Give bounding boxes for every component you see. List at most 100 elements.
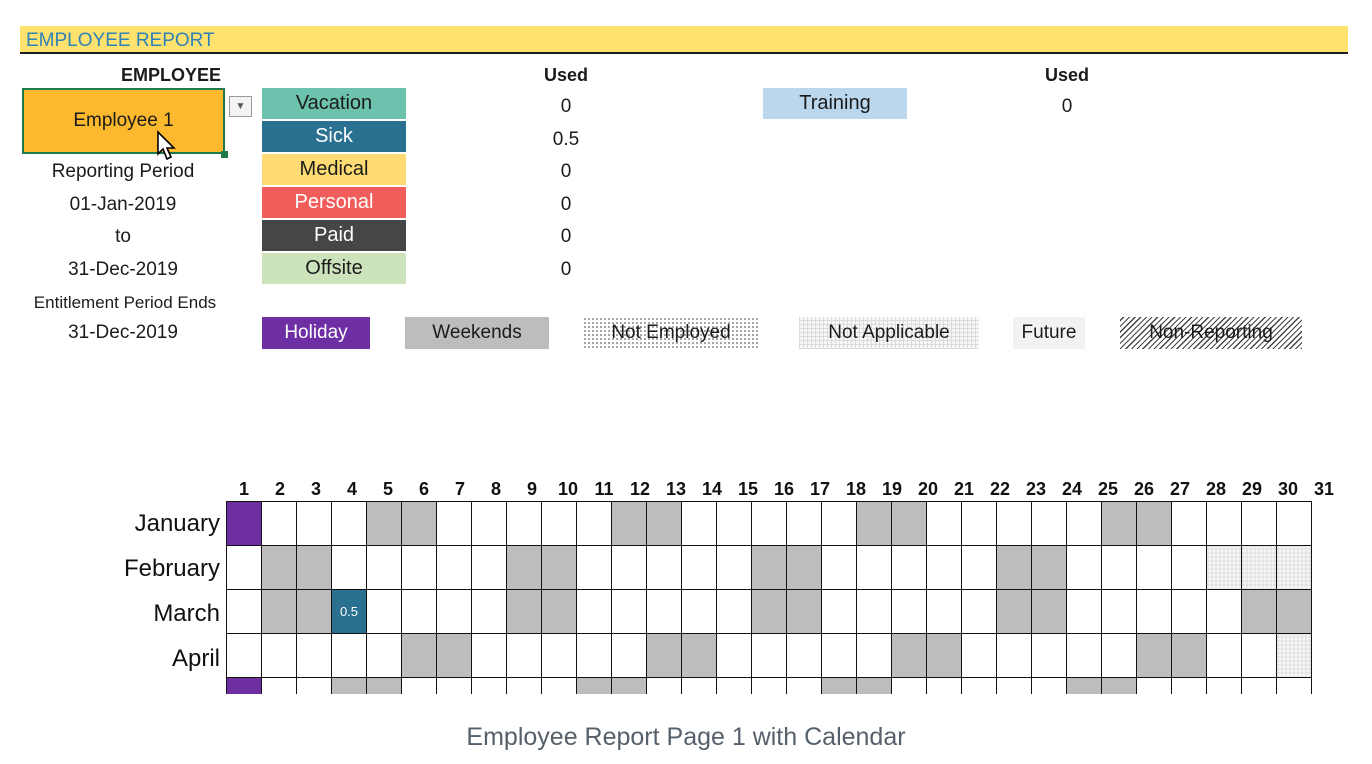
- calendar-day-cell[interactable]: [961, 633, 997, 678]
- calendar-day-cell[interactable]: [1241, 677, 1277, 694]
- calendar-day-cell[interactable]: [1241, 501, 1277, 546]
- calendar-day-cell[interactable]: [1066, 501, 1102, 546]
- calendar-day-cell[interactable]: [926, 589, 962, 634]
- calendar-day-cell[interactable]: [681, 589, 717, 634]
- calendar-day-cell[interactable]: [506, 589, 542, 634]
- calendar-day-cell[interactable]: [436, 589, 472, 634]
- calendar-day-cell[interactable]: [1206, 589, 1242, 634]
- calendar-day-cell[interactable]: [1031, 633, 1067, 678]
- calendar-day-cell[interactable]: [646, 633, 682, 678]
- calendar-day-cell[interactable]: [1101, 633, 1137, 678]
- calendar-day-cell[interactable]: [926, 545, 962, 590]
- calendar-day-cell[interactable]: [1066, 677, 1102, 694]
- calendar-day-cell[interactable]: [471, 501, 507, 546]
- calendar-day-cell[interactable]: [961, 677, 997, 694]
- calendar-day-cell[interactable]: [541, 633, 577, 678]
- calendar-day-cell[interactable]: [1171, 633, 1207, 678]
- calendar-day-cell[interactable]: [1101, 545, 1137, 590]
- calendar-day-cell[interactable]: [261, 545, 297, 590]
- calendar-day-cell[interactable]: [681, 545, 717, 590]
- calendar-day-cell[interactable]: [436, 545, 472, 590]
- calendar-day-cell[interactable]: [331, 545, 367, 590]
- calendar-day-cell[interactable]: [751, 545, 787, 590]
- calendar-day-cell[interactable]: [436, 501, 472, 546]
- calendar-day-cell[interactable]: [331, 501, 367, 546]
- calendar-day-cell[interactable]: [611, 501, 647, 546]
- calendar-day-cell[interactable]: [1031, 589, 1067, 634]
- calendar-day-cell[interactable]: [926, 633, 962, 678]
- calendar-day-cell[interactable]: [1276, 501, 1312, 546]
- calendar-day-cell[interactable]: [611, 589, 647, 634]
- calendar-day-cell[interactable]: [751, 501, 787, 546]
- calendar-day-cell[interactable]: [401, 677, 437, 694]
- calendar-day-cell[interactable]: [646, 677, 682, 694]
- calendar-day-cell[interactable]: [331, 633, 367, 678]
- calendar-day-cell[interactable]: [436, 633, 472, 678]
- calendar-day-cell[interactable]: [1066, 545, 1102, 590]
- calendar-day-cell[interactable]: [821, 545, 857, 590]
- calendar-day-cell[interactable]: [856, 677, 892, 694]
- calendar-day-cell[interactable]: [296, 545, 332, 590]
- calendar-day-cell[interactable]: [996, 633, 1032, 678]
- calendar-day-cell[interactable]: [261, 501, 297, 546]
- calendar-day-cell[interactable]: [786, 589, 822, 634]
- calendar-day-cell[interactable]: [1136, 589, 1172, 634]
- calendar-day-cell[interactable]: [1136, 501, 1172, 546]
- calendar-day-cell[interactable]: [226, 677, 262, 694]
- calendar-day-cell[interactable]: [1171, 501, 1207, 546]
- calendar-day-cell[interactable]: [366, 633, 402, 678]
- calendar-day-cell[interactable]: [611, 677, 647, 694]
- calendar-day-cell[interactable]: [891, 501, 927, 546]
- calendar-day-cell[interactable]: [366, 501, 402, 546]
- calendar-day-cell[interactable]: [751, 589, 787, 634]
- calendar-day-cell[interactable]: [786, 633, 822, 678]
- cell-fill-handle[interactable]: [221, 151, 228, 158]
- calendar-day-cell[interactable]: [471, 545, 507, 590]
- calendar-day-cell[interactable]: [366, 545, 402, 590]
- calendar-day-cell[interactable]: [1031, 677, 1067, 694]
- calendar-day-cell[interactable]: [1171, 677, 1207, 694]
- calendar-day-cell[interactable]: [786, 545, 822, 590]
- calendar-day-cell[interactable]: [961, 589, 997, 634]
- calendar-day-cell[interactable]: [716, 633, 752, 678]
- calendar-day-cell[interactable]: [576, 677, 612, 694]
- calendar-day-cell[interactable]: [1171, 589, 1207, 634]
- calendar-day-cell[interactable]: [1066, 633, 1102, 678]
- calendar-day-cell[interactable]: [1276, 677, 1312, 694]
- employee-select-cell[interactable]: Employee 1: [22, 88, 225, 154]
- calendar-day-cell[interactable]: [296, 501, 332, 546]
- calendar-day-cell[interactable]: [261, 589, 297, 634]
- calendar-day-cell[interactable]: [961, 545, 997, 590]
- calendar-day-cell[interactable]: [821, 501, 857, 546]
- calendar-day-cell[interactable]: [996, 501, 1032, 546]
- calendar-day-cell[interactable]: [716, 677, 752, 694]
- calendar-day-cell[interactable]: [926, 677, 962, 694]
- calendar-day-cell[interactable]: [1276, 589, 1312, 634]
- calendar-day-cell[interactable]: [1241, 589, 1277, 634]
- calendar-day-cell[interactable]: [1031, 545, 1067, 590]
- calendar-day-cell[interactable]: [401, 501, 437, 546]
- calendar-day-cell[interactable]: [1101, 677, 1137, 694]
- calendar-day-cell[interactable]: [751, 677, 787, 694]
- calendar-day-cell[interactable]: [996, 545, 1032, 590]
- calendar-day-cell[interactable]: [891, 677, 927, 694]
- employee-dropdown-button[interactable]: ▼: [229, 96, 252, 117]
- calendar-day-cell[interactable]: [576, 589, 612, 634]
- calendar-day-cell[interactable]: [1276, 633, 1312, 678]
- calendar-day-cell[interactable]: [856, 589, 892, 634]
- calendar-day-cell[interactable]: [506, 545, 542, 590]
- calendar-day-cell[interactable]: [541, 545, 577, 590]
- calendar-day-cell[interactable]: [926, 501, 962, 546]
- calendar-day-cell[interactable]: [436, 677, 472, 694]
- calendar-day-cell[interactable]: [716, 501, 752, 546]
- calendar-day-cell[interactable]: [226, 501, 262, 546]
- calendar-day-cell[interactable]: [1101, 501, 1137, 546]
- calendar-day-cell[interactable]: [576, 501, 612, 546]
- calendar-day-cell[interactable]: [401, 589, 437, 634]
- calendar-day-cell[interactable]: [1136, 633, 1172, 678]
- calendar-day-cell[interactable]: [1206, 633, 1242, 678]
- calendar-day-cell[interactable]: [856, 633, 892, 678]
- calendar-day-cell[interactable]: [506, 501, 542, 546]
- calendar-day-cell[interactable]: [296, 677, 332, 694]
- calendar-day-cell[interactable]: [996, 589, 1032, 634]
